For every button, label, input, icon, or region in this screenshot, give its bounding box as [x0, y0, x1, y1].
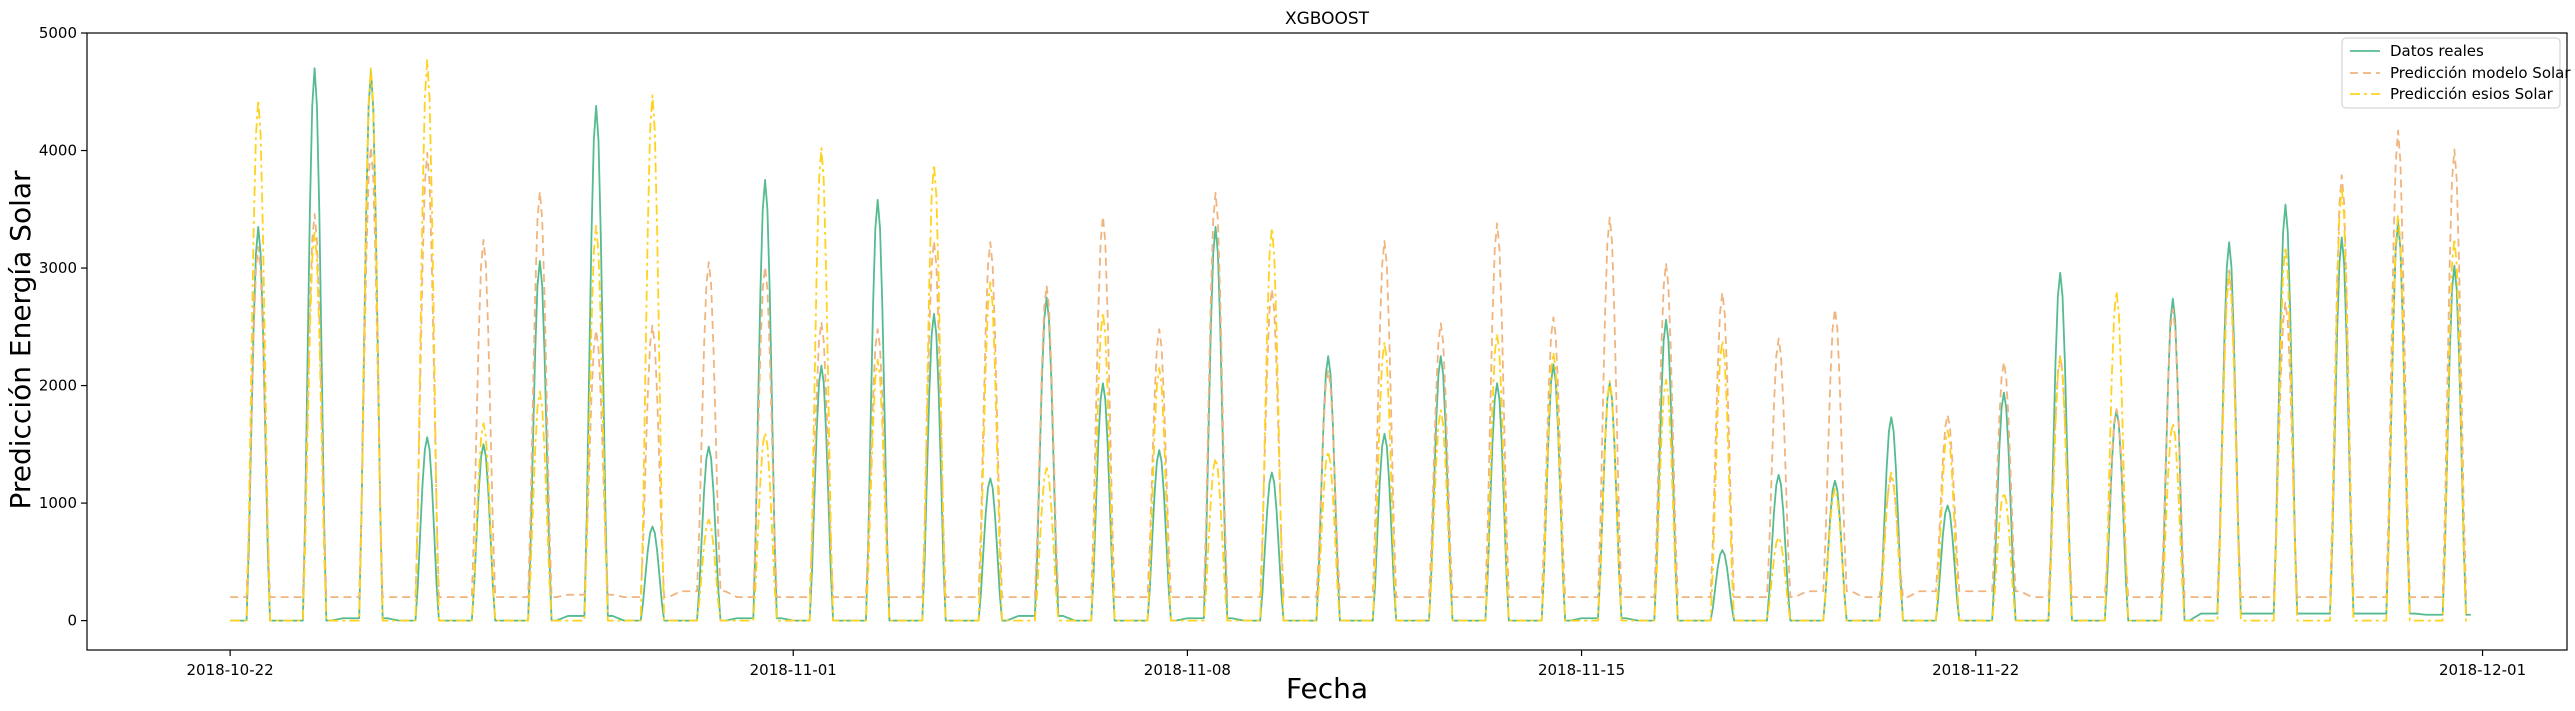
- y-tick-label: 5000: [39, 24, 77, 42]
- y-tick-label: 3000: [39, 259, 77, 277]
- legend-box: [2341, 37, 2561, 109]
- y-axis-title: Predicción Energía Solar: [4, 170, 37, 510]
- plot-frame: [86, 32, 2568, 651]
- legend-label-prediccion-modelo-solar: Predicción modelo Solar: [2390, 64, 2571, 82]
- y-tick-label: 1000: [39, 494, 77, 512]
- x-tick-label: 2018-11-01: [750, 661, 837, 679]
- x-tick-label: 2018-12-01: [2439, 661, 2526, 679]
- x-tick-label: 2018-11-08: [1144, 661, 1231, 679]
- x-tick-label: 2018-11-15: [1538, 661, 1625, 679]
- series-line-prediccion-modelo-solar: [230, 129, 2471, 599]
- plot-lines: [230, 59, 2471, 622]
- y-tick-label: 4000: [39, 142, 77, 160]
- legend-label-prediccion-esios-solar: Predicción esios Solar: [2390, 85, 2554, 103]
- legend: Datos reales Predicción modelo Solar Pre…: [2341, 37, 2571, 109]
- x-axis-title: Fecha: [1286, 672, 1368, 705]
- x-tick-label: 2018-10-22: [187, 661, 274, 679]
- y-axis: 0 1000 2000 3000 4000 5000: [39, 24, 87, 630]
- chart-title: XGBOOST: [1285, 9, 1370, 29]
- x-tick-label: 2018-11-22: [1932, 661, 2019, 679]
- x-axis: 2018-10-22 2018-11-01 2018-11-08 2018-11-15…: [187, 650, 2526, 679]
- y-tick-label: 0: [67, 612, 77, 630]
- y-tick-label: 2000: [39, 377, 77, 395]
- series-line-datos-reales: [230, 67, 2471, 622]
- legend-label-datos-reales: Datos reales: [2390, 42, 2484, 60]
- series-line-prediccion-esios-solar: [230, 59, 2471, 622]
